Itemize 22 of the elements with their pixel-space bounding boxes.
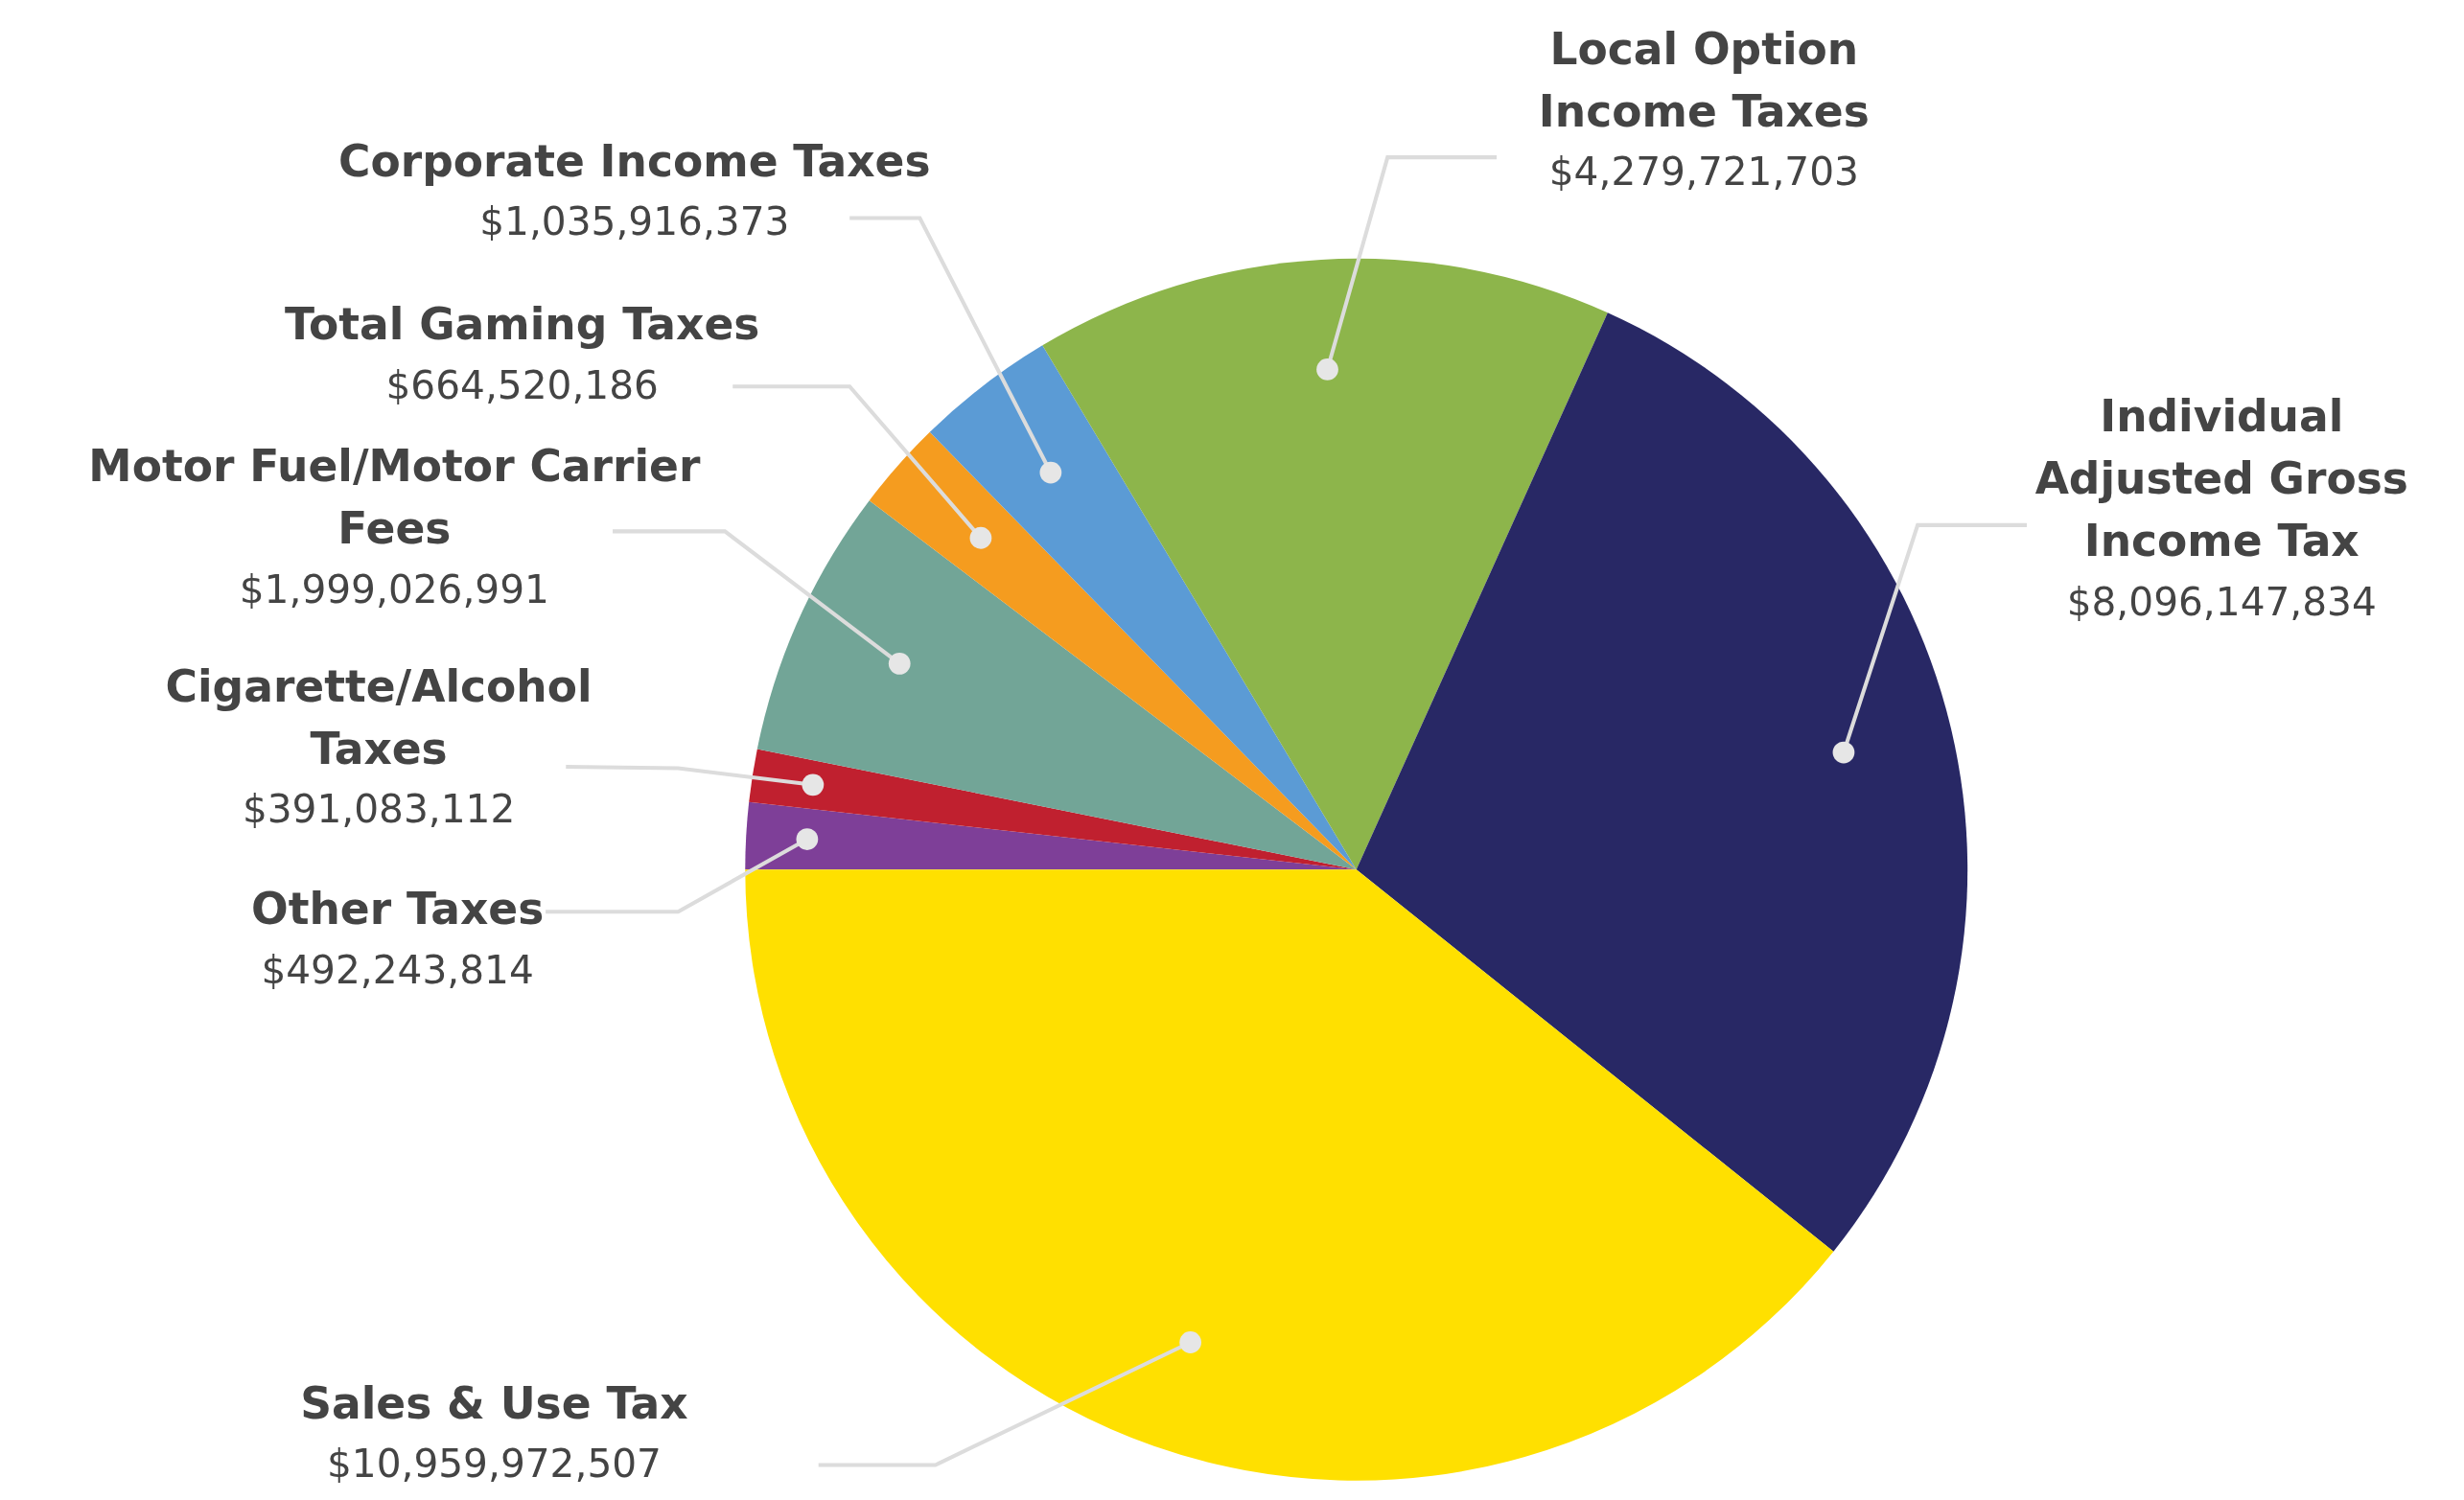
pie-slice xyxy=(756,500,1357,870)
slice-label: Local Option Income Taxes xyxy=(1538,23,1870,137)
pie-slice xyxy=(929,345,1357,870)
pie-slice xyxy=(1356,312,1967,1252)
slice-label: Motor Fuel/Motor Carrier Fees xyxy=(88,441,701,555)
slice-label: Sales & Use Tax xyxy=(300,1377,688,1429)
data-label: $8,096,147,834 xyxy=(2066,579,2377,626)
slice-label: Total Gaming Taxes xyxy=(285,299,760,351)
data-label: $4,279,721,703 xyxy=(1548,149,1859,196)
data-label: $1,999,026,991 xyxy=(239,566,549,613)
pie-slice xyxy=(869,431,1357,870)
pie-slice xyxy=(1042,259,1608,870)
data-label: $664,520,186 xyxy=(385,362,659,409)
slice-label: Other Taxes xyxy=(251,884,545,935)
data-label: $1,035,916,373 xyxy=(479,198,790,245)
slice-label: Cigarette/Alcohol Taxes xyxy=(165,660,593,774)
pie-slice xyxy=(745,869,1834,1481)
data-label: $10,959,972,507 xyxy=(326,1441,662,1488)
data-label: $492,243,814 xyxy=(261,946,534,993)
slice-label: Individual Adjusted Gross Income Tax xyxy=(2034,391,2408,567)
data-label: $391,083,112 xyxy=(242,786,516,833)
slice-label: Corporate Income Taxes xyxy=(338,135,931,187)
